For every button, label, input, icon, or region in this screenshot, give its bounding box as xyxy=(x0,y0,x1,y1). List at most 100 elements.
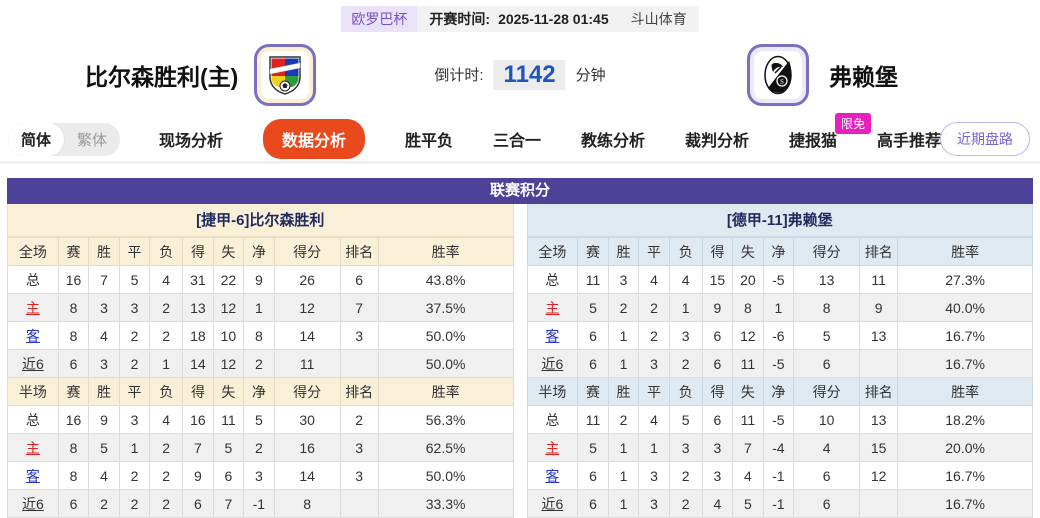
tab-捷报猫[interactable]: 捷报猫 限免 xyxy=(789,113,872,151)
col-header: 得分 xyxy=(273,377,341,406)
stats-row-recent: 近6 6 1 3 2 4 5 -1 6 16.7% xyxy=(526,489,1033,518)
countdown-value: 1142 xyxy=(493,59,566,90)
tab-教练分析[interactable]: 教练分析 xyxy=(581,133,646,150)
stat-cell: 7 xyxy=(212,489,245,518)
row-label-total: 总 xyxy=(526,265,579,294)
lang-simplified[interactable]: 简体 xyxy=(8,122,65,156)
col-header: 得 xyxy=(182,237,214,266)
row-label-recent[interactable]: 近6 xyxy=(526,349,579,378)
col-header: 排名 xyxy=(339,377,379,406)
stat-cell: 27.3% xyxy=(897,265,1033,294)
stat-cell: 3 xyxy=(118,405,151,434)
stat-cell: 5 xyxy=(118,265,151,294)
stat-cell: 2 xyxy=(243,349,275,378)
stat-cell: 3 xyxy=(638,489,670,518)
stats-row-total: 总 11 2 4 5 6 11 -5 10 13 18.2% xyxy=(526,405,1033,434)
tab-现场分析[interactable]: 现场分析 xyxy=(158,133,223,150)
stat-cell: 37.5% xyxy=(377,293,514,322)
tab-数据分析[interactable]: 数据分析 xyxy=(262,119,365,159)
stat-cell: 16.7% xyxy=(897,349,1033,378)
row-label-home[interactable]: 主 xyxy=(7,293,59,322)
row-label-away[interactable]: 客 xyxy=(526,321,579,350)
stat-cell: 8 xyxy=(243,321,275,350)
stat-cell: 2 xyxy=(638,321,670,350)
stat-cell: 10 xyxy=(212,321,245,350)
row-label-home[interactable]: 主 xyxy=(526,293,579,322)
stat-cell: 20 xyxy=(732,265,764,294)
stat-cell: 50.0% xyxy=(377,349,514,378)
kickoff-label: 开赛时间: xyxy=(429,11,491,27)
stat-cell: 3 xyxy=(88,349,120,378)
stat-cell: 33.3% xyxy=(377,489,514,518)
home-team-name: 比尔森胜利(主) xyxy=(85,63,239,90)
stat-cell: 11 xyxy=(732,349,764,378)
stat-cell: 5 xyxy=(732,489,764,518)
stat-cell: 8 xyxy=(273,489,341,518)
col-header: 失 xyxy=(212,377,245,406)
stat-cell: 3 xyxy=(339,321,379,350)
stat-cell: 1 xyxy=(668,293,703,322)
league-standings-section: 联赛积分 [捷甲-6]比尔森胜利 全场赛胜平负得失净得分 排名 胜率总 16 7 5 4 31… xyxy=(7,178,1033,518)
stat-cell: 40.0% xyxy=(897,293,1033,322)
recent-odds-button[interactable]: 近期盘路 xyxy=(940,122,1030,156)
stat-cell: 3 xyxy=(339,461,379,490)
stat-cell: 22 xyxy=(212,265,245,294)
stat-cell: 4 xyxy=(793,433,861,462)
stat-cell: 8 xyxy=(57,461,90,490)
stats-row-total: 总 16 9 3 4 16 11 5 30 2 56.3% xyxy=(7,405,514,434)
home-team-logo xyxy=(254,43,317,106)
stat-cell: 10 xyxy=(793,405,861,434)
col-header: 净 xyxy=(243,237,275,266)
stat-cell: 4 xyxy=(88,321,120,350)
nav-bar: 简体 繁体 现场分析 数据分析 胜平负 三合一 教练分析 裁判分析 捷报猫 限免 高手推荐 近期… xyxy=(0,113,1040,164)
countdown: 倒计时: 1142 分钟 xyxy=(434,59,606,90)
tab-裁判分析[interactable]: 裁判分析 xyxy=(685,133,750,150)
row-label-away[interactable]: 客 xyxy=(526,461,579,490)
col-header: 平 xyxy=(638,377,670,406)
stat-cell: 5 xyxy=(668,405,703,434)
nav-tabs: 现场分析 数据分析 胜平负 三合一 教练分析 裁判分析 捷报猫 限免 高手推荐 xyxy=(99,113,942,159)
lang-traditional[interactable]: 繁体 xyxy=(77,131,108,149)
viktoria-plzen-crest-icon xyxy=(269,55,302,95)
col-header: 胜 xyxy=(88,377,120,406)
stat-cell: 1 xyxy=(149,349,184,378)
tab-高手推荐[interactable]: 高手推荐 xyxy=(877,133,942,150)
row-label-recent[interactable]: 近6 xyxy=(526,489,579,518)
col-header: 净 xyxy=(762,237,795,266)
tab-胜平负[interactable]: 胜平负 xyxy=(404,133,453,150)
stat-cell: -5 xyxy=(762,265,795,294)
away-team-name: 弗赖堡 xyxy=(829,63,898,90)
row-label-away[interactable]: 客 xyxy=(7,461,59,490)
stat-cell: 6 xyxy=(793,349,861,378)
row-label-away[interactable]: 客 xyxy=(7,321,59,350)
stat-cell: 6 xyxy=(793,461,861,490)
row-label-recent[interactable]: 近6 xyxy=(7,349,59,378)
row-label-recent[interactable]: 近6 xyxy=(7,489,59,518)
stat-cell: 4 xyxy=(638,265,670,294)
stats-header-row: 半场赛胜平负得失净得分 排名 胜率 xyxy=(526,377,1033,406)
stat-cell: 6 xyxy=(577,321,609,350)
col-header: 得分 xyxy=(793,377,861,406)
tab-三合一[interactable]: 三合一 xyxy=(492,133,541,150)
stat-cell: 11 xyxy=(577,405,609,434)
stat-cell: 4 xyxy=(638,405,670,434)
stat-cell: 13 xyxy=(859,321,899,350)
stat-cell: 6 xyxy=(701,349,734,378)
stat-cell: 12 xyxy=(212,293,245,322)
stat-cell: 2 xyxy=(118,489,151,518)
stat-cell: 9 xyxy=(88,405,120,434)
home-standings-panel: [捷甲-6]比尔森胜利 全场赛胜平负得失净得分 排名 胜率总 16 7 5 4 31 22 9 26… xyxy=(7,204,514,518)
stat-cell: 6 xyxy=(701,405,734,434)
row-label-home[interactable]: 主 xyxy=(7,433,59,462)
stat-cell: 2 xyxy=(149,489,184,518)
away-team-logo: S xyxy=(747,43,809,106)
stats-row-away: 客 8 4 2 2 9 6 3 14 3 50.0% xyxy=(7,461,514,490)
stat-cell: 6 xyxy=(577,349,609,378)
away-standings-subtitle: [德甲-11]弗赖堡 xyxy=(526,204,1033,237)
stat-cell: -5 xyxy=(762,349,795,378)
stat-cell: 18.2% xyxy=(897,405,1033,434)
language-toggle[interactable]: 简体 繁体 xyxy=(8,122,121,156)
stats-header-row: 全场赛胜平负得失净得分 排名 胜率 xyxy=(526,237,1033,266)
row-label-home[interactable]: 主 xyxy=(526,433,579,462)
stat-cell: 2 xyxy=(339,405,379,434)
